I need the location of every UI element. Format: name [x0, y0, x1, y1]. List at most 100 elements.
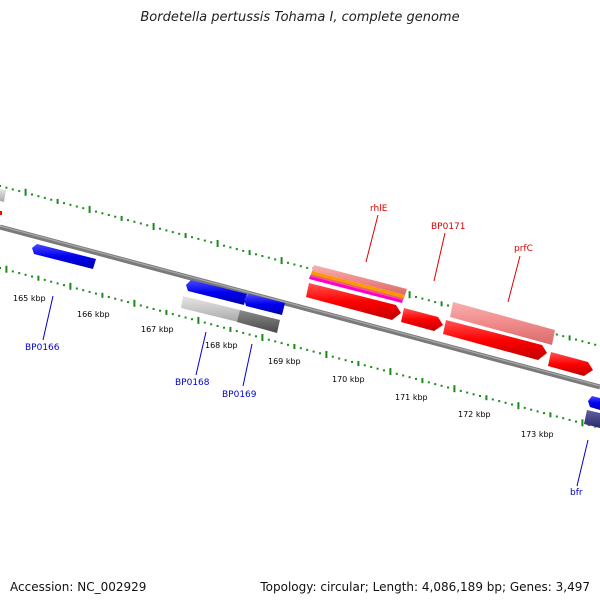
- tick-mark: [95, 292, 97, 295]
- tick-mark: [415, 377, 417, 380]
- tick-mark: [575, 420, 577, 423]
- tick-mark: [325, 351, 328, 358]
- tick-mark: [75, 287, 78, 290]
- tick-mark: [549, 412, 552, 418]
- inner-tick-row: [0, 265, 597, 428]
- tick-label-165: 165 kbp: [13, 294, 46, 303]
- gene-rhle-salmon: [310, 274, 404, 300]
- tick-mark: [69, 203, 72, 206]
- tick-mark: [152, 308, 155, 310]
- tick-mark: [568, 418, 571, 421]
- tick-mark: [363, 364, 366, 367]
- tick-mark: [383, 369, 385, 372]
- tick-mark: [171, 313, 174, 316]
- tick-mark: [421, 378, 424, 384]
- tick-mark: [229, 246, 232, 249]
- tick-mark: [235, 330, 238, 333]
- tick-mark: [523, 406, 526, 409]
- leader-bp0166: [42, 295, 54, 341]
- tick-mark: [171, 231, 174, 234]
- tick-mark: [485, 395, 488, 401]
- tick-mark: [75, 205, 78, 208]
- tick-mark: [139, 304, 142, 307]
- gene-bp0166: [32, 244, 96, 269]
- gene-rhle-orange: [311, 271, 405, 298]
- tick-mark: [120, 299, 123, 302]
- tick-mark: [479, 395, 481, 397]
- gene-red-1: [306, 283, 401, 320]
- tick-mark: [216, 325, 219, 327]
- accession-label: Accession: NC_002929: [10, 580, 147, 594]
- tick-mark: [466, 391, 469, 394]
- label-rhle: rhlE: [370, 204, 388, 214]
- tick-mark: [178, 232, 181, 235]
- gene-rhle-pink: [312, 265, 407, 295]
- label-bp0166: BP0166: [25, 343, 60, 353]
- tick-mark: [223, 244, 225, 247]
- tick-mark: [293, 263, 296, 266]
- tick-mark: [63, 202, 65, 205]
- tick-mark: [63, 284, 65, 287]
- tick-mark: [18, 190, 21, 193]
- label-bfr: bfr: [570, 488, 583, 498]
- tick-mark: [165, 309, 168, 315]
- tick-mark: [114, 297, 117, 300]
- tick-mark: [31, 275, 33, 278]
- tick-mark: [568, 335, 571, 341]
- tick-mark: [82, 207, 85, 210]
- tick-mark: [440, 384, 443, 387]
- tick-mark: [191, 236, 193, 239]
- tick-mark: [37, 195, 40, 198]
- tick-mark: [344, 359, 347, 362]
- gene-rhle-magenta: [309, 276, 403, 303]
- tick-mark: [127, 219, 129, 222]
- tick-mark: [50, 280, 53, 283]
- map-title: Bordetella pertussis Tohama I, complete …: [140, 10, 460, 25]
- tick-mark: [581, 340, 584, 343]
- tick-mark: [261, 334, 264, 341]
- tick-mark: [530, 408, 533, 411]
- tick-mark: [43, 278, 46, 281]
- tick-mark: [376, 367, 379, 370]
- label-bp0171: BP0171: [431, 222, 466, 232]
- genome-summary: Topology: circular; Length: 4,086,189 bp…: [260, 580, 590, 594]
- tick-mark: [197, 316, 200, 324]
- tick-mark: [299, 347, 302, 350]
- tick-mark: [5, 186, 8, 189]
- tick-mark: [402, 374, 405, 377]
- gene-bp0168: [186, 280, 247, 305]
- tick-mark: [440, 301, 443, 307]
- tick-mark: [88, 205, 91, 213]
- tick-mark: [216, 240, 219, 247]
- tick-mark: [280, 257, 283, 265]
- label-bp0168: BP0168: [175, 378, 210, 388]
- tick-mark: [408, 376, 411, 379]
- tick-mark: [191, 318, 193, 321]
- tick-mark: [101, 292, 104, 298]
- tick-mark: [43, 196, 46, 199]
- tick-mark: [152, 223, 155, 230]
- tick-mark: [210, 323, 213, 326]
- tick-mark: [11, 270, 14, 273]
- tick-mark: [229, 326, 232, 332]
- tick-mark: [50, 198, 53, 201]
- tick-mark: [415, 295, 417, 298]
- tick-mark: [543, 412, 545, 415]
- tick-mark: [11, 188, 14, 191]
- tick-mark: [56, 198, 59, 204]
- tick-mark: [555, 333, 558, 336]
- gene-gray-dark: [237, 310, 280, 333]
- tick-mark: [203, 239, 206, 242]
- tick-mark: [37, 275, 40, 281]
- tick-mark: [280, 342, 283, 345]
- tick-mark: [472, 393, 475, 396]
- tick-mark: [498, 400, 501, 403]
- tick-mark: [114, 215, 117, 218]
- tick-mark: [146, 224, 149, 227]
- tick-mark: [389, 368, 392, 376]
- tick-mark: [101, 212, 104, 215]
- tick-mark: [197, 237, 200, 240]
- tick-mark: [395, 372, 398, 375]
- label-bp0169: BP0169: [222, 390, 257, 400]
- tick-mark: [594, 343, 597, 346]
